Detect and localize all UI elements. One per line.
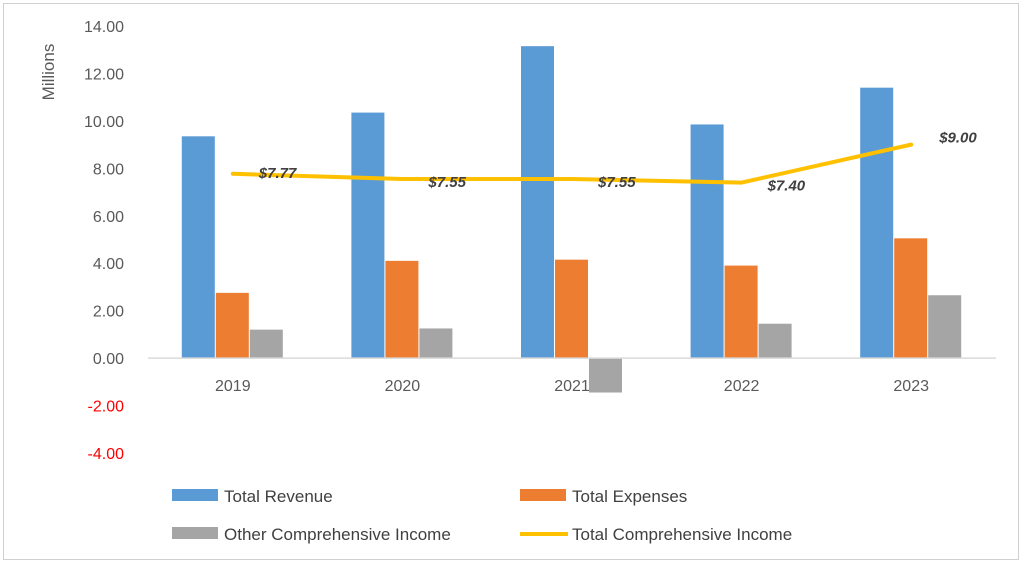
x-tick-label: 2021 xyxy=(554,378,590,395)
bar-other-comprehensive-income xyxy=(758,323,792,359)
x-tick-label: 2023 xyxy=(893,378,929,395)
bar-other-comprehensive-income xyxy=(589,358,622,393)
bar-total-revenue xyxy=(351,112,385,359)
y-tick-label: 0.00 xyxy=(93,351,124,368)
y-tick-label: -4.00 xyxy=(88,446,125,463)
bar-other-comprehensive-income xyxy=(419,328,453,359)
bar-total-revenue xyxy=(860,87,894,359)
y-tick-label: 14.00 xyxy=(84,19,124,36)
x-tick-label: 2019 xyxy=(215,378,251,395)
bar-total-revenue xyxy=(521,46,554,359)
bar-other-comprehensive-income xyxy=(928,295,962,359)
bar-total-expenses xyxy=(385,260,419,359)
bar-total-expenses xyxy=(724,265,758,359)
data-label: $7.40 xyxy=(767,178,806,195)
data-label: $7.55 xyxy=(427,174,466,191)
bar-total-revenue xyxy=(690,124,724,359)
legend-label-total-expenses: Total Expenses xyxy=(572,487,687,506)
x-tick-label: 2022 xyxy=(724,378,760,395)
y-tick-label: 4.00 xyxy=(93,256,124,273)
legend-label-total-revenue: Total Revenue xyxy=(224,487,333,506)
legend-label-other-comprehensive-income: Other Comprehensive Income xyxy=(224,525,451,544)
y-tick-label: 6.00 xyxy=(93,209,124,226)
bar-other-comprehensive-income xyxy=(249,329,283,359)
legend-swatch-total-expenses xyxy=(520,489,566,501)
data-label: $7.55 xyxy=(597,174,636,191)
legend-swatch-other-comprehensive-income xyxy=(172,527,218,539)
bar-total-expenses xyxy=(555,259,588,359)
bar-total-expenses xyxy=(215,292,249,359)
chart-frame xyxy=(3,3,1019,560)
y-tick-label: 8.00 xyxy=(93,161,124,178)
y-tick-label: 2.00 xyxy=(93,304,124,321)
y-tick-label: 10.00 xyxy=(84,114,124,131)
bar-total-revenue xyxy=(181,136,215,359)
legend-swatch-total-revenue xyxy=(172,489,218,501)
y-tick-label: -2.00 xyxy=(88,399,125,416)
x-tick-label: 2020 xyxy=(385,378,421,395)
data-label: $9.00 xyxy=(938,130,977,147)
legend-label-total-comprehensive-income: Total Comprehensive Income xyxy=(572,525,792,544)
y-axis-label: Millions xyxy=(39,44,58,101)
y-tick-label: 12.00 xyxy=(84,66,124,83)
data-label: $7.77 xyxy=(258,165,297,182)
line-total-comprehensive-income xyxy=(230,142,914,185)
bar-total-expenses xyxy=(894,238,928,359)
